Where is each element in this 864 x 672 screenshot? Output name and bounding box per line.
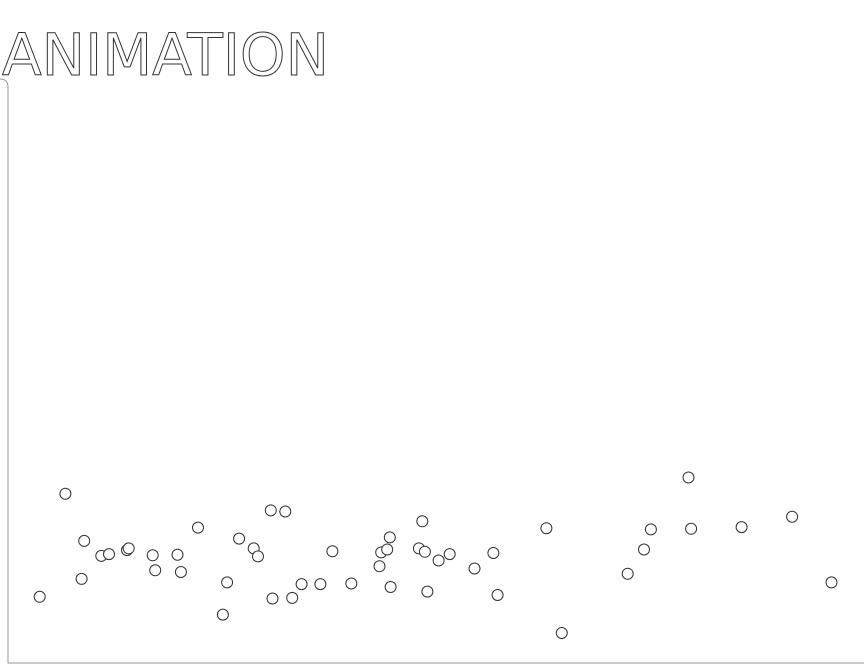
data-point [221,576,234,589]
data-points [33,471,838,639]
data-point [78,534,91,547]
data-point [174,566,187,578]
data-point [468,562,481,575]
data-point [59,487,72,500]
data-point [384,581,397,593]
data-point [621,567,634,580]
data-point [418,545,431,558]
data-point [149,564,162,577]
axis-frame [0,78,864,664]
data-point [381,543,394,556]
data-point [644,523,657,536]
data-point [416,515,429,528]
data-point [383,531,396,544]
data-point [295,578,308,591]
data-point [286,591,299,604]
data-point [75,572,88,585]
data-point [432,554,445,567]
data-point [266,592,279,605]
data-point [103,548,115,561]
data-point [540,522,553,535]
data-point [192,521,204,534]
data-point [685,522,698,535]
data-point [171,548,184,561]
data-point [825,576,838,589]
data-point [491,589,504,601]
data-point [735,521,748,534]
data-point [555,627,568,639]
data-point [682,471,695,484]
data-point [443,548,456,561]
data-point [33,590,46,603]
data-point [326,545,339,558]
data-point [345,577,358,590]
data-point [279,505,292,518]
data-point [216,608,229,621]
chart-title: ANIMATION [2,21,329,89]
data-point [314,578,327,591]
data-point [146,549,159,562]
data-point [638,543,650,556]
data-point [421,585,434,598]
data-point [373,560,386,573]
data-point [264,504,277,517]
data-point [252,550,264,563]
data-point [487,547,500,559]
data-point [122,542,135,555]
data-point [786,510,799,523]
data-point [233,532,246,545]
